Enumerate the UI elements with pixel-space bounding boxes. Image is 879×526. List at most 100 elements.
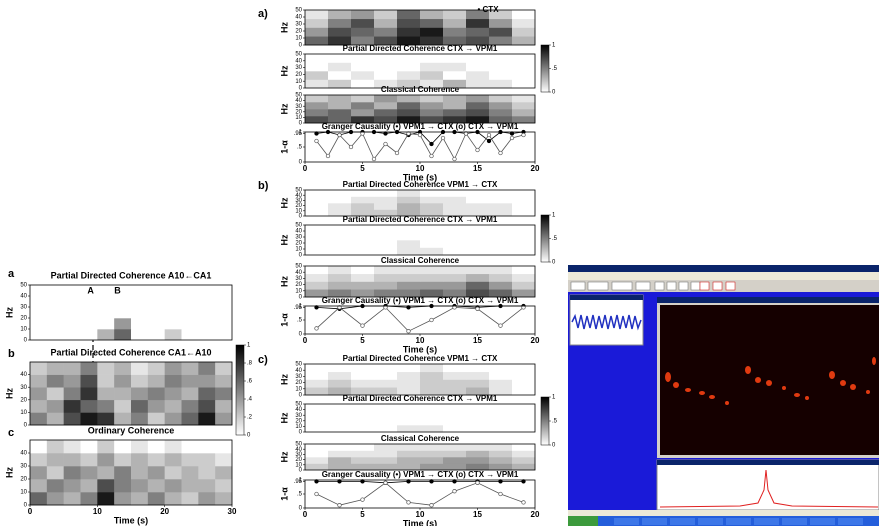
heatmap-cell bbox=[198, 492, 216, 506]
heatmap-cell bbox=[328, 232, 352, 241]
plot-frame bbox=[304, 443, 536, 471]
heatmap-cell bbox=[512, 54, 536, 63]
heatmap-cell bbox=[420, 247, 444, 256]
heatmap-cell bbox=[164, 479, 182, 493]
heatmap-cell bbox=[131, 412, 149, 426]
heatmap-cell bbox=[114, 412, 132, 426]
heatmap-cell bbox=[512, 387, 536, 396]
colorbar-label: .5 bbox=[552, 419, 558, 425]
y-axis-label: 1-α bbox=[279, 487, 289, 501]
heatmap-cell bbox=[374, 411, 398, 419]
start-button[interactable] bbox=[568, 516, 598, 526]
heatmap-cell bbox=[512, 109, 536, 117]
heatmap-cell bbox=[374, 196, 398, 204]
y-tick-label: 50 bbox=[295, 188, 302, 194]
y-axis-label: Hz bbox=[279, 234, 289, 245]
series-line bbox=[316, 305, 524, 310]
heatmap-cell bbox=[489, 225, 513, 233]
heatmap-cell bbox=[489, 273, 513, 282]
heatmap-cell bbox=[328, 71, 352, 80]
y-tick-label: 20 bbox=[295, 380, 302, 386]
plot-frame bbox=[304, 9, 536, 46]
heatmap-cell bbox=[131, 492, 149, 506]
panel-label: a) bbox=[258, 8, 268, 20]
chart-title: Partial Directed Coherence CTX → VPM1 bbox=[343, 394, 498, 403]
y-tick-label: 10 bbox=[295, 424, 302, 430]
heatmap-cell bbox=[80, 412, 98, 426]
colorbar-label: 0 bbox=[552, 443, 556, 449]
heatmap-cell bbox=[80, 307, 98, 319]
heatmap-cell bbox=[215, 374, 233, 388]
heatmap-cell bbox=[489, 79, 513, 89]
heatmap-cell bbox=[131, 285, 149, 297]
heatmap-cell bbox=[80, 387, 98, 401]
menu-bar bbox=[568, 272, 879, 280]
y-tick-label: 10 bbox=[295, 462, 302, 468]
heatmap-cell bbox=[164, 399, 182, 413]
series-marker bbox=[521, 132, 526, 138]
y-tick-label: 40 bbox=[295, 98, 302, 104]
heatmap-cell bbox=[328, 196, 352, 204]
heatmap-cell bbox=[397, 10, 421, 20]
heatmap-cell bbox=[443, 225, 467, 233]
series-marker bbox=[429, 503, 434, 508]
heatmap-cell bbox=[305, 95, 329, 103]
heatmap-cell bbox=[420, 79, 444, 89]
y-axis-label: Hz bbox=[4, 307, 14, 318]
heatmap-cell bbox=[114, 296, 132, 308]
x-tick-label: 5 bbox=[360, 164, 365, 173]
heatmap-cell bbox=[80, 374, 98, 388]
heatmap-cell bbox=[328, 62, 352, 72]
heatmap-cell bbox=[215, 362, 233, 375]
heatmap-cell bbox=[63, 492, 81, 506]
panel-label: b bbox=[8, 348, 15, 360]
heatmap-cell bbox=[181, 307, 199, 319]
heatmap-cell bbox=[397, 79, 421, 89]
series-marker bbox=[394, 150, 400, 156]
heatmap-cell bbox=[420, 273, 444, 282]
heatmap-cell bbox=[351, 209, 375, 217]
heatmap-cell bbox=[351, 54, 375, 63]
y-tick-label: 50 bbox=[295, 362, 302, 368]
series-line bbox=[316, 482, 524, 506]
heatmap-cell bbox=[397, 266, 421, 275]
heatmap-cell bbox=[489, 463, 513, 471]
heatmap-cell bbox=[63, 479, 81, 493]
heatmap-cell bbox=[114, 318, 132, 330]
heatmap-cell bbox=[305, 404, 329, 412]
heatmap-cell bbox=[443, 463, 467, 471]
heatmap-cell bbox=[198, 307, 216, 319]
heatmap-cell bbox=[420, 240, 444, 248]
heatmap-cell bbox=[351, 418, 375, 426]
heatmap-cell bbox=[512, 364, 536, 373]
heatmap-cell bbox=[97, 440, 115, 454]
y-tick-label: 10 bbox=[295, 115, 302, 121]
heatmap-cell bbox=[489, 116, 513, 124]
y-tick-label: 20 bbox=[20, 477, 27, 483]
heatmap-cell bbox=[374, 444, 398, 451]
heatmap-cell bbox=[97, 453, 115, 467]
colorbar-label: .5 bbox=[552, 236, 558, 242]
heatmap-cell bbox=[512, 463, 536, 471]
heatmap-cell bbox=[397, 418, 421, 426]
plot-frame bbox=[304, 224, 536, 256]
y-tick-label: 0 bbox=[299, 332, 303, 338]
y-tick-label: 50 bbox=[295, 223, 302, 229]
series-marker bbox=[452, 156, 457, 162]
heatmap-cell bbox=[443, 411, 467, 419]
y-tick-label: 50 bbox=[295, 52, 302, 58]
heatmap-cell bbox=[80, 285, 98, 297]
y-tick-label: 0 bbox=[299, 43, 303, 49]
y-axis-label: Hz bbox=[279, 412, 289, 423]
heatmap-cell bbox=[466, 411, 490, 419]
chart-title: Granger Causality (•) VPM1 → CTX (o) CTX… bbox=[322, 122, 519, 131]
x-tick-label: 10 bbox=[416, 510, 425, 519]
heatmap-cell bbox=[305, 463, 329, 471]
heatmap-cell bbox=[97, 307, 115, 319]
heatmap-cell bbox=[46, 318, 64, 330]
chart-title: Partial Directed Coherence CTX → VPM1 bbox=[343, 44, 498, 53]
heatmap-cell bbox=[351, 116, 375, 124]
heatmap-cell bbox=[328, 457, 352, 464]
heatmap-cell bbox=[397, 281, 421, 290]
heatmap-cell bbox=[46, 479, 64, 493]
